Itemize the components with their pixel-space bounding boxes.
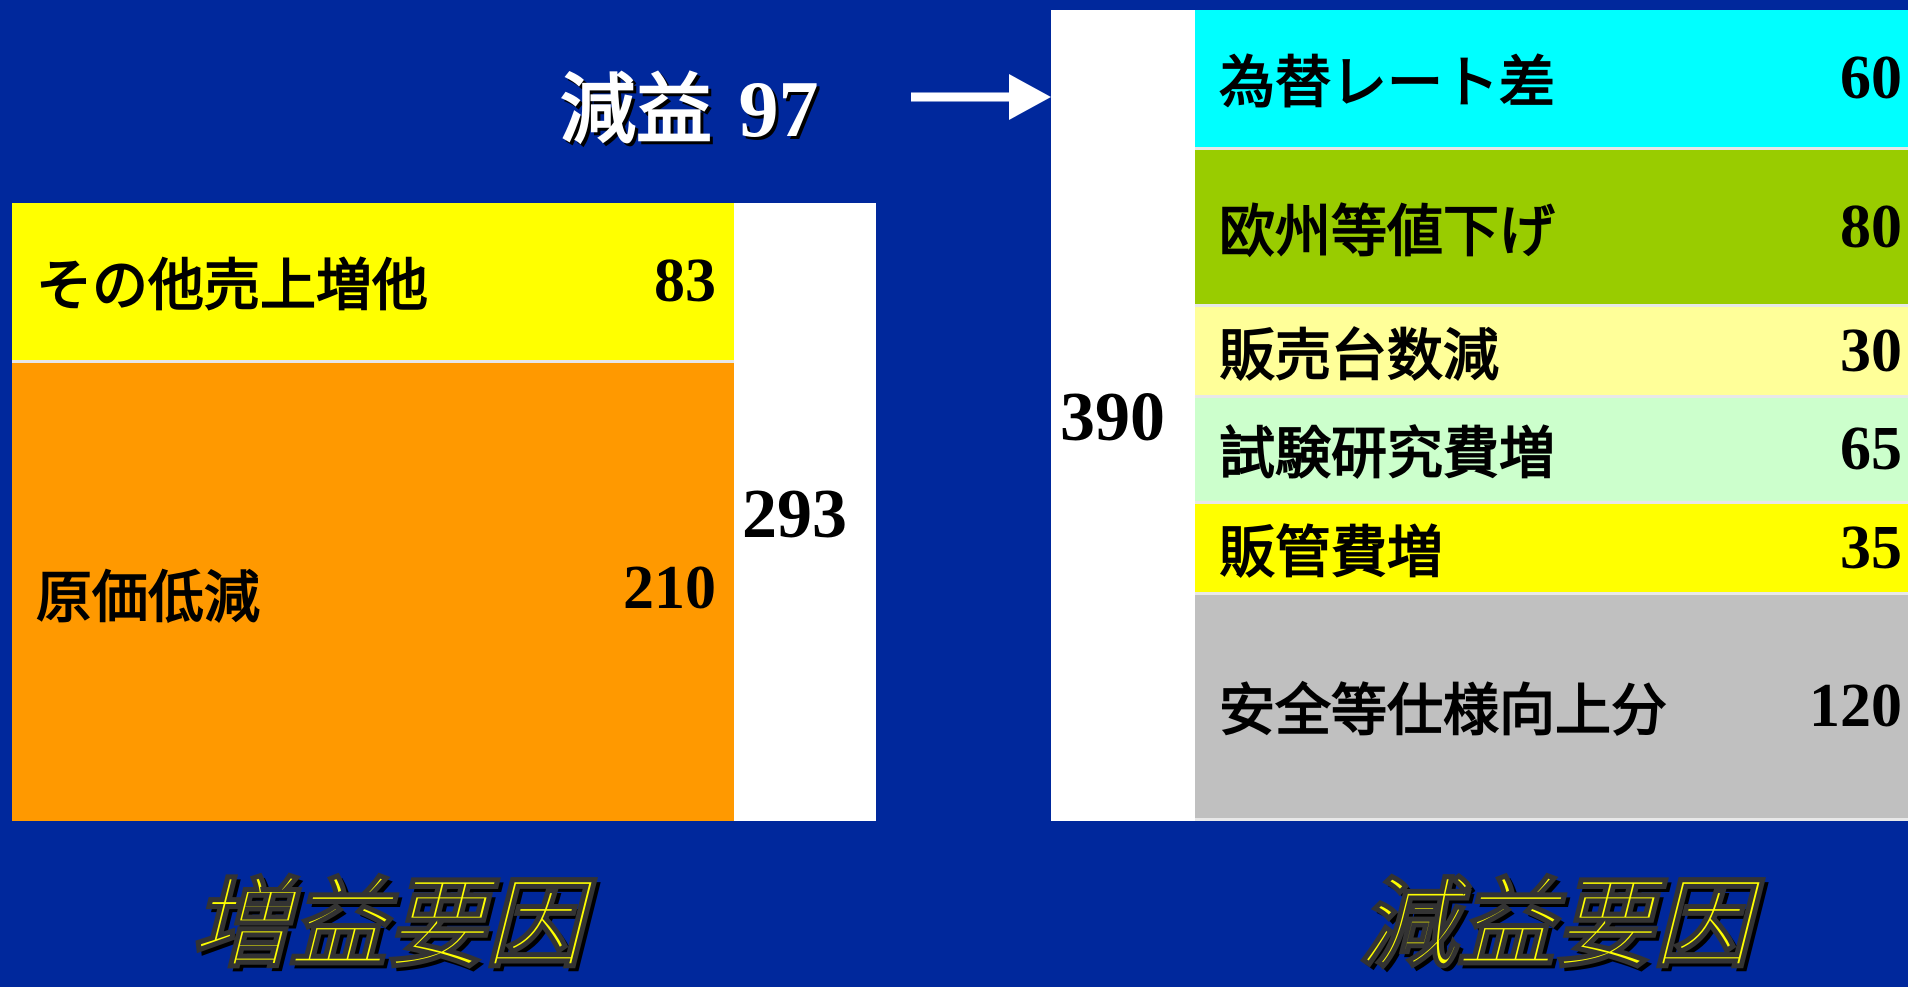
item-value: 120 [1809, 672, 1902, 740]
increase-item: 原価低減 210 [12, 363, 734, 821]
item-value: 65 [1840, 415, 1902, 483]
arrow [911, 74, 1051, 120]
item-label: 欧州等値下げ [1219, 199, 1555, 265]
item-label: 為替レート差 [1219, 51, 1555, 116]
decrease-item: 欧州等値下げ 80 [1195, 150, 1908, 307]
item-value: 30 [1840, 316, 1902, 385]
slide: 減益 97 その他売上増他 83 原価低減 210 293 390 為替レート差… [12, 10, 1908, 983]
decrease-total: 390 [1060, 379, 1165, 456]
headline-value: 97 [738, 66, 819, 154]
item-value: 83 [654, 247, 716, 315]
increase-item: その他売上増他 83 [12, 203, 734, 363]
decrease-item: 販管費増 35 [1195, 504, 1908, 595]
headline: 減益 97 [560, 48, 818, 158]
increase-total: 293 [742, 476, 847, 553]
item-value: 35 [1840, 513, 1902, 582]
headline-label: 減益 [560, 65, 712, 154]
decrease-item: 試験研究費増 65 [1195, 398, 1908, 504]
decrease-item: 為替レート差 60 [1195, 10, 1908, 150]
increase-caption: 増益要因 [190, 867, 584, 983]
item-label: 試験研究費増 [1219, 422, 1555, 487]
item-value: 210 [623, 554, 716, 622]
item-label: 販管費増 [1219, 520, 1443, 586]
item-label: 安全等仕様向上分 [1219, 679, 1667, 744]
decrease-item: 販売台数減 30 [1195, 307, 1908, 398]
item-value: 80 [1840, 192, 1902, 261]
item-value: 60 [1840, 44, 1902, 112]
item-label: その他売上増他 [36, 254, 428, 319]
item-label: 原価低減 [36, 566, 260, 631]
decrease-item: 安全等仕様向上分 120 [1195, 595, 1908, 821]
decrease-caption: 減益要因 [1358, 867, 1752, 983]
item-label: 販売台数減 [1219, 323, 1499, 389]
